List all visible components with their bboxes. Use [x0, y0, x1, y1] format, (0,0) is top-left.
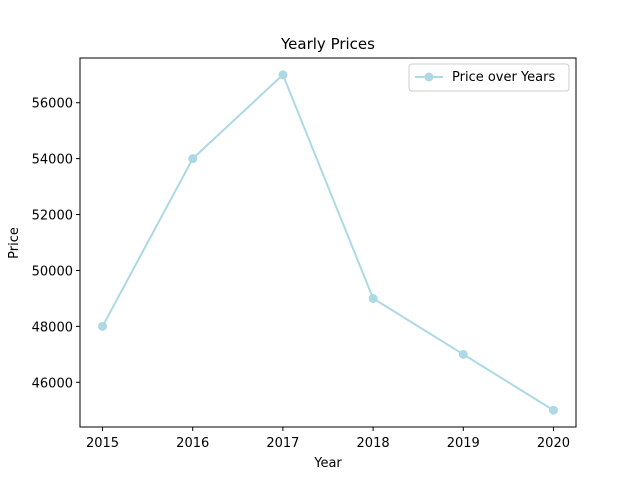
legend: Price over Years [408, 63, 570, 92]
y-tick-label: 52000 [32, 209, 73, 224]
legend-box [408, 63, 570, 92]
legend-marker-swatch [424, 72, 434, 82]
data-point [458, 349, 468, 359]
x-tick-label: 2017 [266, 436, 299, 451]
series-line [101, 73, 554, 412]
x-tick-label: 2016 [176, 436, 209, 451]
data-point [278, 70, 288, 80]
plot-frame [79, 57, 577, 428]
y-tick-label: 46000 [32, 376, 73, 391]
data-point [548, 405, 558, 415]
x-tick-label: 2019 [447, 436, 480, 451]
data-point [368, 293, 378, 303]
x-axis: 2015 2016 2017 2018 2019 2020 [86, 427, 570, 451]
y-axis-label: Price [7, 227, 22, 259]
series-layer [98, 70, 558, 415]
plot-area [79, 57, 577, 428]
data-point [188, 154, 198, 164]
x-tick-label: 2020 [537, 436, 570, 451]
y-tick-label: 54000 [32, 153, 73, 168]
y-tick-label: 50000 [32, 264, 73, 279]
x-axis-label: Year [313, 456, 342, 471]
x-tick-label: 2018 [357, 436, 390, 451]
chart-title: Yearly Prices [280, 35, 375, 53]
y-tick-label: 48000 [32, 320, 73, 335]
x-tick-label: 2015 [86, 436, 119, 451]
data-point [98, 321, 108, 331]
y-axis: 46000 48000 50000 52000 54000 56000 [32, 97, 80, 391]
legend-label: Price over Years [452, 70, 555, 85]
y-tick-label: 56000 [32, 97, 73, 112]
